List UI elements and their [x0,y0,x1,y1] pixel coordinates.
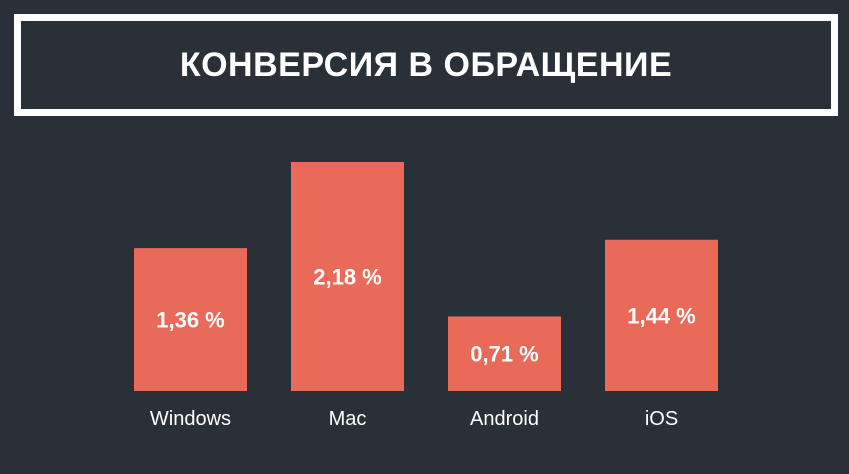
value-label-android: 0,71 % [470,342,539,367]
value-label-mac: 2,18 % [313,265,382,290]
bar-android [448,316,561,391]
category-label-ios: iOS [645,408,678,430]
category-label-windows: Windows [150,408,231,430]
category-label-android: Android [470,408,539,430]
title-frame: КОНВЕРСИЯ В ОБРАЩЕНИЕ [14,14,838,116]
chart-title: КОНВЕРСИЯ В ОБРАЩЕНИЕ [179,45,673,84]
value-label-windows: 1,36 % [156,308,225,333]
bar-ios [605,239,718,391]
bar-windows [134,248,247,391]
category-label-mac: Mac [329,408,367,430]
bar-mac [291,162,404,391]
value-label-ios: 1,44 % [627,303,696,328]
